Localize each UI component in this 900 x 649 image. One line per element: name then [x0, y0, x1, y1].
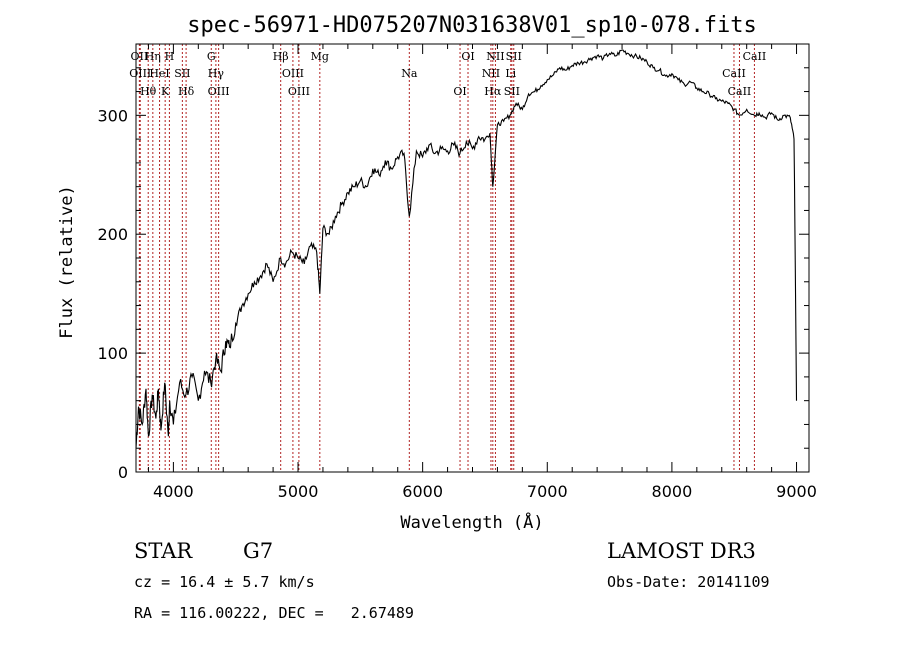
- x-tick-label: 4000: [153, 482, 194, 501]
- line-label: Hδ: [178, 85, 195, 98]
- x-axis-label: Wavelength (Å): [400, 511, 543, 533]
- line-labels: OII OIII Hθ Hη HeI K H SII Hδ G Hγ OIII Hβ OIII OIII Mg…: [129, 50, 766, 98]
- line-label: CaII: [743, 50, 767, 63]
- line-label: NII: [482, 67, 500, 80]
- plot-frame: [135, 43, 810, 473]
- line-label: SII: [506, 50, 522, 63]
- x-tick-label: 7000: [527, 482, 568, 501]
- x-tick-label: 8000: [652, 482, 693, 501]
- line-label: G: [207, 50, 216, 63]
- line-label: OIII: [208, 85, 230, 98]
- x-tick-label: 9000: [776, 482, 817, 501]
- line-label: Hβ: [273, 50, 289, 63]
- line-label: Hγ: [208, 67, 225, 80]
- line-label: SII: [504, 85, 520, 98]
- line-label: OIII: [282, 67, 304, 80]
- y-axis-label: Flux (relative): [57, 185, 77, 339]
- line-label: Li: [505, 67, 516, 80]
- y-tick-label: 300: [97, 106, 128, 125]
- y-axis: 0 100 200 300: [97, 43, 809, 482]
- line-label: OIII: [288, 85, 310, 98]
- subclass: G7: [243, 539, 274, 563]
- line-label: CaII: [722, 67, 746, 80]
- x-tick-label: 5000: [278, 482, 319, 501]
- x-axis: 4000 5000 6000 7000 8000 9000: [147, 44, 817, 501]
- line-label: HeI: [149, 67, 169, 80]
- x-tick-label: 6000: [402, 482, 443, 501]
- line-label: Hα: [484, 85, 502, 98]
- line-label: Na: [401, 67, 418, 80]
- line-label: CaII: [728, 85, 752, 98]
- y-tick-label: 0: [118, 463, 128, 482]
- line-label: OI: [461, 50, 474, 63]
- line-markers: [138, 44, 755, 472]
- y-tick-label: 200: [97, 225, 128, 244]
- line-label: Hη: [145, 50, 161, 63]
- obs-date: Obs-Date: 20141109: [607, 573, 770, 591]
- line-label: OI: [453, 85, 466, 98]
- coordinates: RA = 116.00222, DEC = 2.67489: [134, 604, 414, 622]
- line-label: OIII: [129, 67, 151, 80]
- redshift-value: cz = 16.4 ± 5.7 km/s: [134, 573, 315, 591]
- object-class: STAR: [134, 539, 193, 563]
- survey-name: LAMOST DR3: [607, 539, 756, 563]
- line-label: NII: [486, 50, 504, 63]
- spectrum-line: [135, 49, 798, 449]
- line-label: OII: [131, 50, 149, 63]
- line-label: Hθ: [140, 85, 157, 98]
- line-label: H: [165, 50, 175, 63]
- line-label: Mg: [311, 50, 329, 63]
- chart-title: spec-56971-HD075207N031638V01_sp10-078.f…: [187, 13, 757, 38]
- line-label: K: [161, 85, 170, 98]
- line-label: SII: [174, 67, 190, 80]
- y-tick-label: 100: [97, 344, 128, 363]
